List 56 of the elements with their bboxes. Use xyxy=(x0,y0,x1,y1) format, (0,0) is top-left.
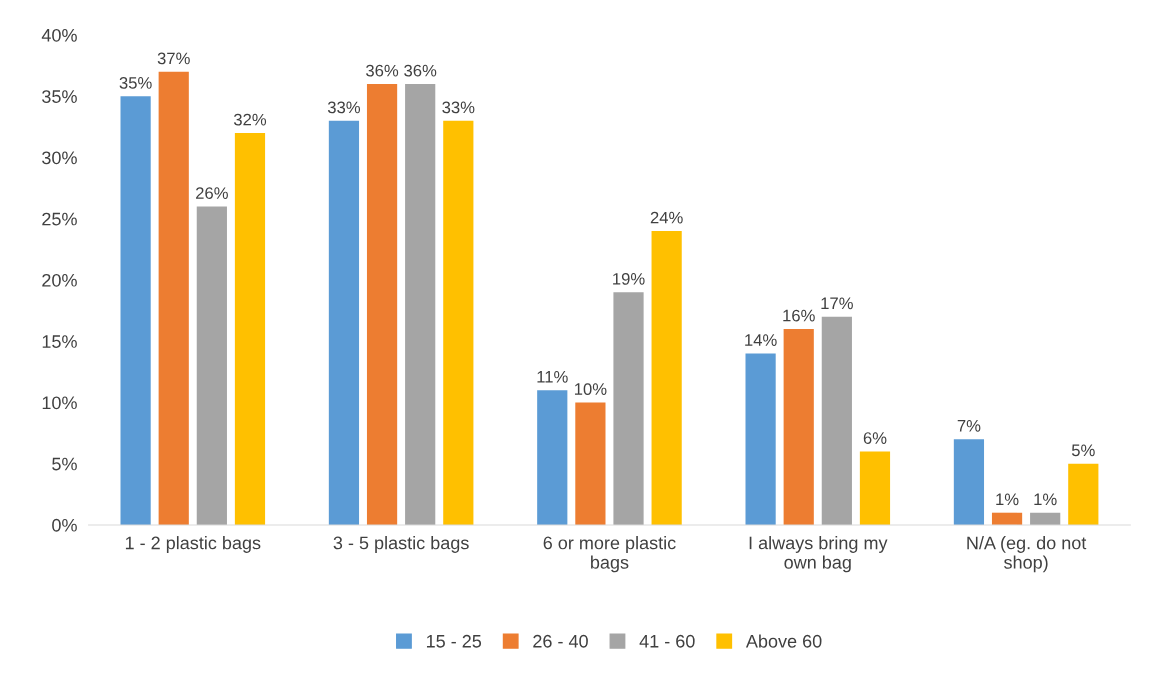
data-label: 16% xyxy=(783,309,815,322)
y-tick-label: 30% xyxy=(42,151,77,165)
bar xyxy=(575,402,606,525)
x-tick-label: N/A (eg. do not shop) xyxy=(967,536,1087,573)
bar xyxy=(613,292,644,525)
bar xyxy=(953,439,985,525)
bar xyxy=(366,83,398,525)
data-label: 5% xyxy=(1071,444,1095,457)
y-tick-label: 40% xyxy=(41,28,77,42)
legend-label: 15 - 25 xyxy=(426,634,482,648)
bar xyxy=(443,120,474,525)
bar xyxy=(328,120,360,525)
data-label: 36% xyxy=(366,64,399,77)
data-label: 17% xyxy=(821,297,853,310)
data-label: 1% xyxy=(996,493,1019,506)
data-label: 35% xyxy=(119,76,152,89)
x-tick-label: 3 - 5 plastic bags xyxy=(333,536,469,553)
data-label: 32% xyxy=(233,113,267,126)
data-label: 6% xyxy=(863,432,887,444)
bar xyxy=(859,451,891,525)
x-tick-label: I always bring my own bag xyxy=(749,536,888,573)
bar xyxy=(196,206,227,525)
bar xyxy=(158,71,189,525)
y-tick-label: 35% xyxy=(42,90,77,103)
data-label: 33% xyxy=(327,101,361,114)
legend-label: 26 - 40 xyxy=(533,634,588,648)
bar xyxy=(405,83,436,525)
data-label: 26% xyxy=(196,187,228,200)
data-label: 33% xyxy=(442,101,475,114)
data-label: 10% xyxy=(574,383,607,395)
bar xyxy=(1068,463,1099,525)
bar xyxy=(821,316,852,525)
bar xyxy=(745,353,776,525)
data-label: 37% xyxy=(157,52,190,65)
y-tick-label: 5% xyxy=(52,457,77,471)
legend-label: 41 - 60 xyxy=(639,634,695,648)
legend-label: Above 60 xyxy=(745,634,822,648)
y-tick-label: 0% xyxy=(52,518,77,532)
y-tick-label: 20% xyxy=(42,273,77,287)
data-label: 14% xyxy=(745,334,777,346)
bar xyxy=(783,328,814,525)
data-label: 36% xyxy=(404,64,437,77)
data-label: 19% xyxy=(613,272,645,285)
data-label: 24% xyxy=(650,211,683,224)
data-label: 11% xyxy=(537,371,568,383)
data-label: 7% xyxy=(957,420,981,432)
x-tick-label: 6 or more plastic bags xyxy=(543,536,676,573)
data-label: 1% xyxy=(1034,493,1057,506)
y-tick-label: 25% xyxy=(42,212,77,226)
bar xyxy=(120,96,151,525)
y-tick-label: 10% xyxy=(42,396,77,410)
y-tick-label: 15% xyxy=(42,335,77,348)
bar xyxy=(234,132,266,525)
bar xyxy=(537,390,568,525)
x-tick-label: 1 - 2 plastic bags xyxy=(125,536,261,553)
bar xyxy=(651,230,682,525)
